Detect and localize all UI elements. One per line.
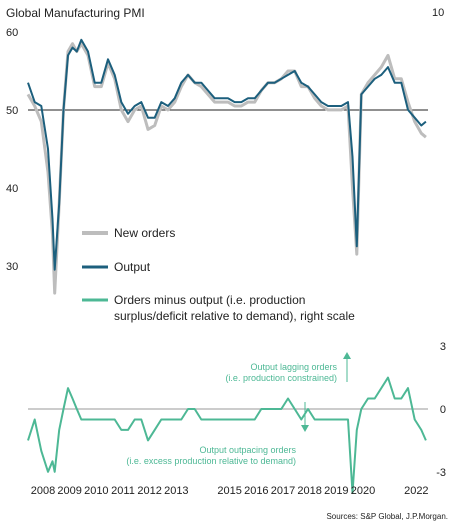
x-tick-2009: 2009 — [57, 485, 81, 497]
x-axis: 2008 2009 2010 2011 2012 2013 2015 2016 2017 2018… — [31, 485, 429, 497]
x-tick-2020: 2020 — [351, 485, 375, 497]
annotation-arrowhead-down — [301, 425, 309, 432]
legend-label-2: Orders minus output (i.e. production — [114, 293, 305, 307]
legend-label-0: New orders — [114, 226, 175, 240]
series-line-orders-minus-output — [27, 376, 427, 494]
x-tick-2018: 2018 — [297, 485, 321, 497]
x-tick-2015: 2015 — [217, 485, 241, 497]
chart-title: Global Manufacturing PMI — [6, 6, 145, 20]
annotations: Output lagging orders(i.e. production co… — [126, 352, 351, 466]
upper-panel: 30 40 50 60 — [6, 27, 428, 295]
x-tick-2010: 2010 — [84, 485, 108, 497]
legend: New orders Output Orders minus output (i.e… — [82, 226, 355, 323]
x-tick-2011: 2011 — [111, 485, 135, 497]
upper-y-tick-30: 30 — [6, 261, 18, 273]
annotation-outpacing: Output outpacing orders — [199, 445, 296, 455]
legend-label-2: surplus/deficit relative to demand), rig… — [114, 309, 355, 323]
lower-panel: -3 0 3 — [27, 341, 446, 494]
annotation-lagging: Output lagging orders — [250, 362, 337, 372]
series-line-new-orders — [26, 42, 427, 295]
right-axis-partial-tick: 10 — [432, 7, 444, 19]
x-tick-2008: 2008 — [31, 485, 55, 497]
x-tick-2013: 2013 — [164, 485, 188, 497]
x-tick-2016: 2016 — [244, 485, 268, 497]
lower-y-tick-0: 0 — [440, 404, 446, 416]
legend-label-1: Output — [114, 260, 151, 274]
x-tick-2017: 2017 — [271, 485, 295, 497]
upper-y-tick-60: 60 — [6, 27, 18, 39]
upper-y-tick-40: 40 — [6, 183, 18, 195]
x-tick-2012: 2012 — [137, 485, 161, 497]
annotation-arrowhead-up — [343, 352, 351, 359]
x-tick-2019: 2019 — [324, 485, 348, 497]
series-line-output — [27, 38, 427, 271]
lower-y-tick--3: -3 — [436, 467, 446, 479]
source-note: Sources: S&P Global, J.P.Morgan. — [326, 512, 448, 521]
annotation-lagging: (i.e. production constrained) — [225, 373, 337, 383]
x-tick-2022: 2022 — [404, 485, 428, 497]
upper-y-tick-50: 50 — [6, 105, 18, 117]
annotation-outpacing: (i.e. excess production relative to dema… — [126, 456, 296, 466]
lower-y-tick-3: 3 — [440, 341, 446, 353]
